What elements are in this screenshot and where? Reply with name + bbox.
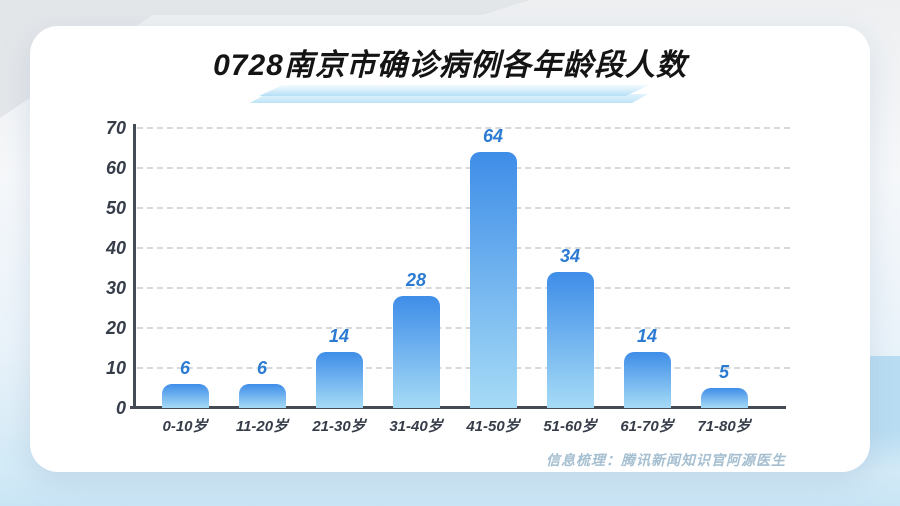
gridline: [137, 367, 790, 369]
bar-value-label: 64: [482, 126, 504, 146]
y-axis-tick-label: 60: [105, 158, 126, 178]
chart-title: 0728南京市确诊病例各年龄段人数: [213, 49, 687, 82]
gridline: [137, 207, 790, 209]
bar-value-label: 14: [328, 326, 350, 346]
bar-value-label: 14: [636, 326, 658, 346]
x-axis-tick-label: 11-20岁: [235, 418, 289, 435]
x-axis-tick-label: 31-40岁: [389, 418, 443, 435]
gridline: [137, 287, 790, 289]
x-axis-tick-label: 61-70岁: [620, 418, 674, 435]
y-axis-tick-label: 50: [105, 198, 126, 218]
x-axis-tick-label: 41-50岁: [466, 418, 520, 435]
bar-value-label: 28: [405, 270, 427, 290]
bar: [546, 272, 594, 408]
y-axis-tick-label: 20: [105, 318, 126, 338]
y-axis-line: [133, 124, 136, 409]
bar-value-label: 5: [718, 362, 729, 382]
y-axis-tick-label: 30: [105, 278, 126, 298]
y-axis-tick-label: 70: [105, 118, 126, 138]
bar-value-label: 6: [179, 358, 190, 378]
x-axis-tick-label: 21-30岁: [312, 418, 366, 435]
gridline: [137, 247, 790, 249]
bar-value-label: 6: [256, 358, 267, 378]
y-axis-tick-label: 0: [115, 398, 126, 418]
y-axis-tick-label: 10: [105, 358, 126, 378]
x-axis-line: [130, 406, 786, 409]
bar: [700, 388, 748, 408]
gridline: [137, 127, 790, 129]
bar: [623, 352, 671, 408]
bar: [315, 352, 363, 408]
bar: [238, 384, 286, 408]
title-highlight-upper: [259, 85, 649, 96]
bar: [161, 384, 209, 408]
bar: [469, 152, 517, 408]
x-axis-tick-label: 0-10岁: [162, 418, 208, 435]
bar-value-label: 34: [559, 246, 581, 266]
gridline: [137, 327, 790, 329]
bar: [392, 296, 440, 408]
gridline: [137, 167, 790, 169]
x-axis-tick-label: 51-60岁: [543, 418, 597, 435]
x-axis-tick-label: 71-80岁: [697, 418, 751, 435]
title-highlight-lower: [250, 94, 648, 103]
y-axis-tick-label: 40: [105, 238, 126, 258]
credit-text: 信息梳理：腾讯新闻知识官阿源医生: [546, 452, 786, 468]
